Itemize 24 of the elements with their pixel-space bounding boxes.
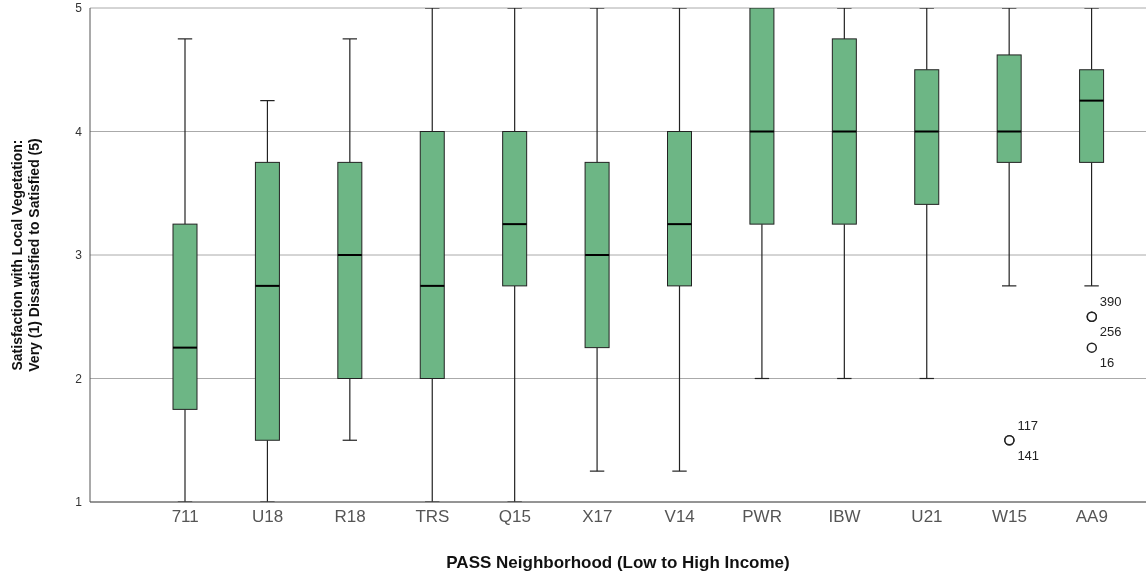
- x-tick-label: R18: [334, 507, 366, 527]
- x-tick-label: U21: [911, 507, 943, 527]
- x-tick-label: W15: [991, 507, 1027, 527]
- annotation: 256: [1099, 324, 1122, 340]
- annotation: 141: [1017, 447, 1040, 463]
- annotation: 390: [1099, 294, 1122, 310]
- y-tick-label: 3: [75, 248, 83, 263]
- y-axis-title: Satisfaction with Local Vegetation: Very (1) Dissatisfied to Satisfied (5): [9, 138, 42, 372]
- x-tick-label: V14: [664, 507, 695, 527]
- y-tick-label: 4: [75, 124, 83, 139]
- x-tick-label: 711: [171, 507, 199, 527]
- x-axis-title: PASS Neighborhood (Low to High Income): [446, 553, 790, 572]
- x-tick-label: TRS: [415, 507, 450, 527]
- x-tick-label: AA9: [1075, 507, 1108, 527]
- annotation: 117: [1017, 417, 1039, 433]
- y-tick-label: 2: [75, 371, 83, 386]
- annotation: 16: [1099, 355, 1115, 371]
- x-tick-label: X17: [582, 507, 613, 527]
- x-tick-label: U18: [252, 507, 284, 527]
- x-tick-label: IBW: [828, 507, 861, 527]
- x-tick-label: PWR: [742, 507, 782, 527]
- x-tick-label: Q15: [498, 507, 531, 527]
- y-tick-label: 1: [75, 495, 83, 510]
- y-tick-label: 5: [75, 1, 83, 16]
